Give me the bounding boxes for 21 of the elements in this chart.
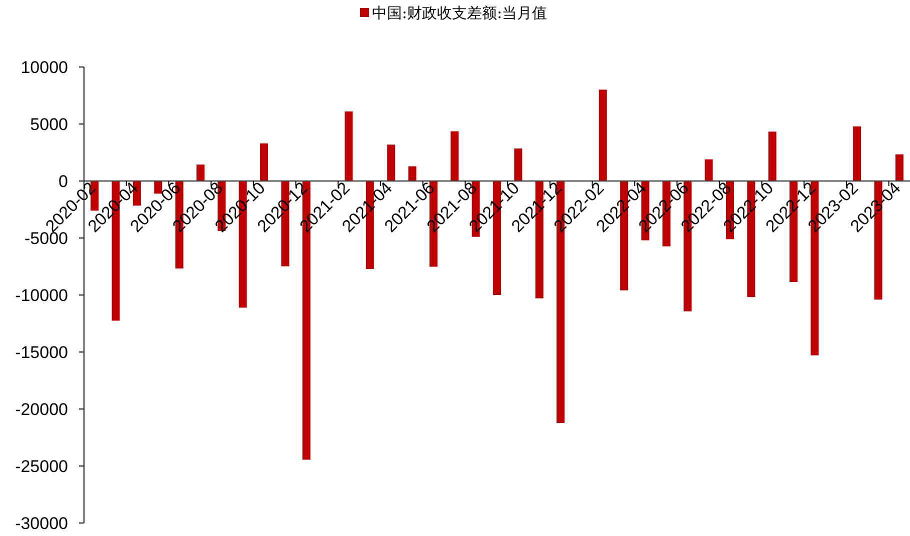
y-tick-label: -15000 (15, 343, 68, 362)
bar (260, 143, 268, 181)
bar (196, 164, 204, 181)
bar (450, 131, 459, 181)
y-tick-label: -30000 (15, 514, 68, 533)
y-tick-label: -20000 (15, 400, 68, 419)
bar (895, 154, 904, 181)
bar (344, 111, 353, 181)
legend: 中国:财政收支差额:当月值 (360, 4, 548, 22)
bar (387, 144, 396, 181)
bar (154, 181, 162, 194)
y-tick-label: -10000 (15, 286, 68, 305)
y-tick-label: -25000 (15, 457, 68, 476)
bar (768, 132, 776, 181)
bar (704, 159, 713, 181)
y-tick-label: 5000 (30, 115, 68, 134)
bar (853, 126, 862, 181)
bar (408, 166, 416, 181)
bar (514, 148, 522, 181)
bar (598, 90, 607, 181)
y-tick-label: 10000 (20, 58, 68, 77)
